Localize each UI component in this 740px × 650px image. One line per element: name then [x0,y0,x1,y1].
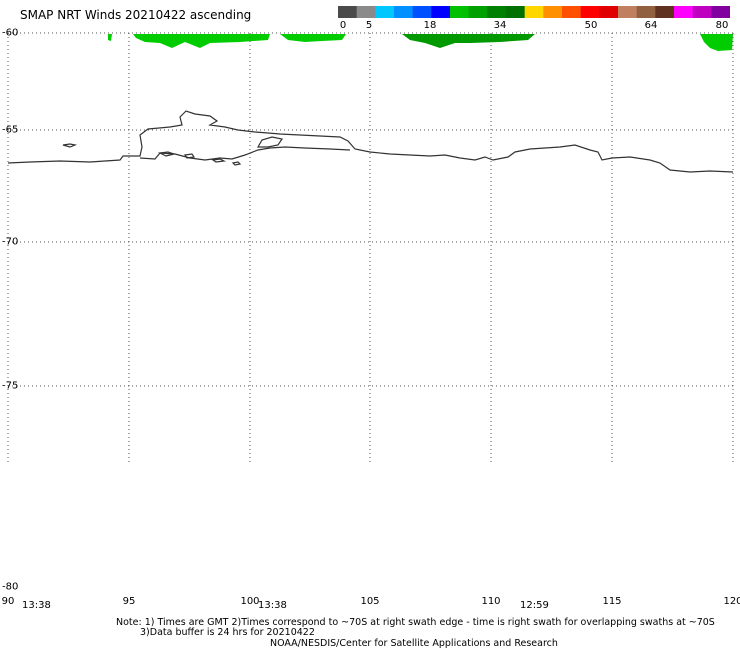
note-line-3: NOAA/NESDIS/Center for Satellite Applica… [270,638,558,649]
colorbar-segment [562,6,582,18]
wind-swath-3 [280,34,346,42]
colorbar-label-0: 0 [339,20,347,31]
lon-label-90: 90 [1,596,15,607]
wind-swaths [108,34,733,51]
colorbar-segment [506,6,526,18]
map-canvas [7,32,734,465]
wind-swath-1 [108,34,112,41]
colorbar-segment [394,6,414,18]
island-2 [157,151,177,157]
colorbar-label-34: 34 [493,20,507,31]
lon-label-100: 100 [240,596,260,607]
colorbar-segment [636,6,656,18]
island-5 [231,161,242,166]
colorbar-segment [692,6,712,18]
wind-speed-colorbar [338,6,730,18]
coastline [7,110,734,173]
map-title: SMAP NRT Winds 20210422 ascending [20,8,252,22]
colorbar-segment [543,6,563,18]
lon-label-95: 95 [122,596,136,607]
swath-time-1: 13:38 [22,600,51,611]
note-line-2: 3)Data buffer is 24 hrs for 20210422 [140,627,315,638]
colorbar-segment [431,6,451,18]
note-line-1: Note: 1) Times are GMT 2)Times correspon… [116,617,715,628]
wind-swath-2 [133,34,270,48]
colorbar-segment [711,6,730,18]
colorbar-segment [618,6,638,18]
colorbar-label-80: 80 [715,20,729,31]
lat-label-70: -70 [2,236,19,248]
colorbar-segment [375,6,395,18]
island-3 [183,153,196,159]
lon-label-120: 120 [723,596,740,607]
colorbar-segment [655,6,675,18]
colorbar-segment [338,6,358,18]
colorbar-label-5: 5 [365,20,373,31]
lat-label-75: -75 [2,380,19,392]
antarctic-coastline [7,110,734,173]
island-4 [211,158,227,163]
colorbar-segment [674,6,694,18]
swath-time-3: 12:59 [520,600,549,611]
colorbar-segment [468,6,488,18]
island-1 [62,143,78,148]
colorbar-segment [599,6,619,18]
wind-swath-4 [402,34,535,48]
lon-label-115: 115 [602,596,622,607]
colorbar-label-64: 64 [644,20,658,31]
wind-swath-5 [700,34,733,51]
colorbar-label-18: 18 [423,20,437,31]
lat-label-60: -60 [2,27,19,39]
ice-shelf-outline [256,136,283,148]
lat-label-65: -65 [2,124,19,136]
colorbar-label-50: 50 [584,20,598,31]
lat-label-80: -80 [2,581,19,593]
colorbar-segment [356,6,376,18]
swath-time-2: 13:38 [258,600,287,611]
colorbar-segment [524,6,544,18]
colorbar-segment [580,6,600,18]
lon-label-105: 105 [360,596,380,607]
coastline-inner [139,146,351,161]
colorbar-segment [412,6,432,18]
colorbar-segment [450,6,470,18]
grid-lines [7,32,734,465]
lon-label-110: 110 [481,596,501,607]
colorbar-segment [487,6,507,18]
